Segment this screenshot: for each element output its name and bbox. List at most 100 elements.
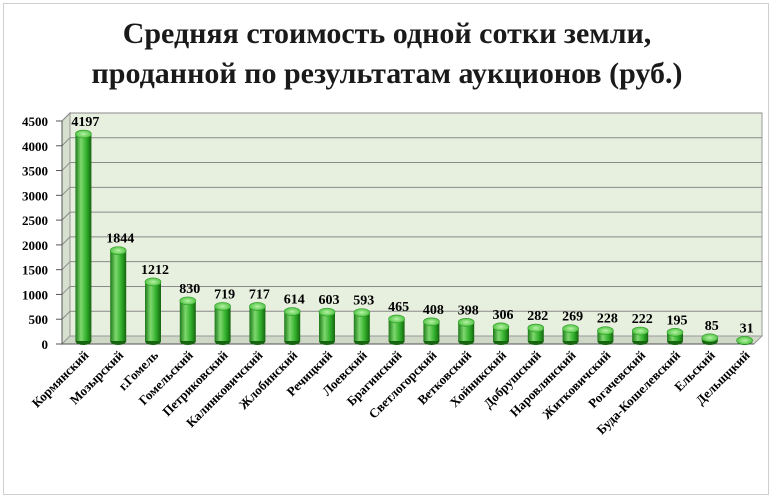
data-label: 269 — [562, 310, 583, 325]
data-label: 408 — [423, 303, 444, 318]
y-axis-ticks: 0 500 1000 1500 2000 2500 3000 3500 4000 4500 — [22, 114, 62, 352]
bar-cap — [597, 326, 614, 336]
bar — [214, 302, 231, 345]
bar — [318, 307, 336, 345]
gridline-side — [61, 112, 71, 122]
gridline-side — [61, 211, 71, 221]
plot-background — [69, 112, 763, 337]
gridline-side — [61, 186, 71, 196]
bar-body — [110, 250, 127, 341]
chart-title: Средняя стоимость одной сотки земли, про… — [0, 14, 774, 94]
data-label: 222 — [632, 312, 653, 327]
data-labels: 4197 1844 1212 830 719 717 614 603 593 465 408 398 3… — [71, 115, 753, 336]
data-label: 603 — [319, 293, 340, 308]
category-labels: КормянскийМозырскийг.ГомельГомельскийПет… — [29, 347, 753, 437]
data-label: 398 — [458, 303, 479, 318]
bar — [144, 277, 162, 345]
bar — [527, 323, 545, 345]
gridline-side — [61, 162, 71, 171]
bar-cap — [457, 317, 475, 327]
data-label: 719 — [214, 287, 235, 302]
gridline-side — [61, 137, 71, 147]
y-tick-label: 2500 — [22, 213, 48, 228]
bar-body — [179, 300, 196, 341]
bar-cap — [214, 302, 231, 311]
gridline-side — [61, 261, 71, 271]
plot-side-wall — [61, 111, 71, 346]
y-tick-label: 0 — [42, 337, 49, 352]
gridline-side — [61, 310, 71, 320]
data-label: 614 — [284, 293, 305, 308]
bar-body — [458, 322, 475, 341]
bar-cap — [353, 308, 371, 317]
bar — [457, 317, 475, 345]
bar-body — [75, 134, 92, 341]
bar-body — [145, 281, 161, 341]
bar — [249, 302, 266, 345]
gridlines — [61, 112, 762, 320]
bar-cap — [388, 314, 405, 324]
gridline-side — [61, 236, 71, 246]
bar-cap — [75, 129, 92, 139]
bar — [562, 324, 579, 345]
plot-area — [60, 111, 764, 346]
y-tick-label: 1000 — [22, 287, 48, 302]
y-tick-label: 1500 — [22, 263, 48, 278]
chart-title-line-2: проданной по результатам аукционов (руб.… — [91, 57, 683, 90]
bar — [631, 326, 649, 345]
plot-floor — [60, 335, 764, 345]
bar-body — [214, 306, 231, 341]
bar — [179, 296, 197, 345]
data-label: 195 — [667, 313, 688, 328]
bar-body — [632, 330, 649, 341]
bar-cap — [562, 324, 579, 333]
y-tick-label: 4500 — [22, 114, 48, 129]
bar — [736, 336, 753, 345]
y-tick-label: 3500 — [22, 164, 48, 179]
data-label: 717 — [249, 287, 270, 302]
data-label: 593 — [353, 294, 374, 309]
bar-cap — [736, 336, 753, 345]
bar-cap — [179, 296, 197, 306]
bar-body — [423, 321, 440, 341]
chart-title-line-1: Средняя стоимость одной сотки земли, — [122, 17, 652, 50]
y-tick-label: 500 — [29, 312, 49, 327]
bar-cap — [666, 328, 684, 337]
bar — [666, 328, 684, 345]
gridline-side — [61, 286, 71, 295]
bar-cap — [109, 246, 127, 255]
data-label: 465 — [388, 300, 409, 315]
data-label: 228 — [597, 312, 618, 327]
data-label: 282 — [527, 309, 548, 324]
bar-cap — [631, 326, 649, 336]
bar — [701, 333, 719, 345]
bar-body — [667, 332, 683, 341]
bar-body — [319, 312, 335, 341]
bar — [75, 129, 92, 345]
data-label: 31 — [740, 321, 754, 336]
data-label: 1844 — [106, 232, 134, 247]
bar-cap — [423, 317, 440, 327]
data-label: 85 — [705, 319, 719, 334]
bar — [597, 326, 614, 345]
bar-body — [388, 318, 405, 341]
bar-body — [284, 311, 301, 341]
y-tick-label: 4000 — [22, 139, 48, 154]
bar-body — [597, 330, 614, 341]
data-label: 1212 — [141, 263, 169, 278]
data-label: 4197 — [71, 115, 99, 130]
bar-cap — [144, 277, 162, 287]
data-label: 306 — [493, 308, 514, 323]
bar-cap — [701, 333, 719, 343]
bar — [423, 317, 440, 345]
bar-cap — [492, 322, 510, 332]
bar — [283, 307, 301, 345]
bar — [353, 308, 371, 345]
bar — [388, 314, 405, 345]
bar — [109, 246, 127, 345]
bar-body — [249, 306, 266, 341]
bar-cap — [318, 307, 336, 317]
data-label: 830 — [179, 282, 200, 297]
bar-body — [353, 312, 370, 341]
